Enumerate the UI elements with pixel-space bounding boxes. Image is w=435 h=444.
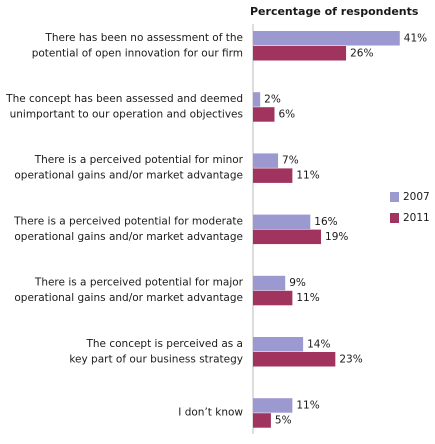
bar bbox=[253, 398, 293, 413]
value-label: 11% bbox=[296, 399, 319, 411]
value-label: 6% bbox=[278, 108, 295, 120]
category-label: There is a perceived potential for minor bbox=[34, 154, 244, 166]
category-label: potential of open innovation for our fir… bbox=[32, 47, 243, 59]
legend-swatch bbox=[390, 213, 399, 223]
value-label: 11% bbox=[296, 292, 319, 304]
legend-swatch bbox=[390, 192, 399, 202]
bar bbox=[253, 214, 311, 230]
category-label: key part of our business strategy bbox=[69, 353, 243, 365]
category-label: operational gains and/or market advantag… bbox=[14, 292, 243, 304]
value-label: 41% bbox=[404, 32, 427, 44]
category-label: unimportant to our operation and objecti… bbox=[10, 108, 243, 120]
value-label: 23% bbox=[339, 353, 362, 365]
value-label: 11% bbox=[296, 170, 319, 182]
bar bbox=[253, 92, 261, 107]
bar bbox=[253, 46, 347, 61]
value-label: 7% bbox=[282, 155, 299, 167]
bar bbox=[253, 337, 304, 352]
value-label: 26% bbox=[350, 47, 373, 59]
bar bbox=[253, 290, 293, 306]
bar bbox=[253, 275, 286, 291]
bar bbox=[253, 413, 271, 428]
value-label: 2% bbox=[264, 93, 281, 105]
value-label: 5% bbox=[275, 414, 292, 426]
category-label: operational gains and/or market advantag… bbox=[14, 170, 243, 182]
chart-title: Percentage of respondents bbox=[250, 5, 419, 18]
category-label: There is a perceived potential for moder… bbox=[13, 215, 243, 227]
category-label: I don’t know bbox=[178, 407, 243, 419]
bar bbox=[253, 352, 336, 367]
bar bbox=[253, 229, 322, 245]
legend-label: 2011 bbox=[403, 212, 430, 224]
legend-label: 2007 bbox=[403, 191, 430, 203]
value-label: 16% bbox=[314, 216, 337, 228]
value-label: 14% bbox=[307, 338, 330, 350]
bar bbox=[253, 168, 293, 183]
value-label: 19% bbox=[325, 231, 348, 243]
bar bbox=[253, 31, 400, 46]
value-label: 9% bbox=[289, 277, 306, 289]
category-label: There is a perceived potential for major bbox=[34, 277, 244, 289]
category-label: The concept has been assessed and deemed bbox=[5, 93, 243, 105]
category-label: operational gains and/or market advantag… bbox=[14, 231, 243, 243]
bar bbox=[253, 153, 279, 168]
category-label: There has been no assessment of the bbox=[44, 32, 243, 44]
bar bbox=[253, 107, 275, 122]
category-label: The concept is perceived as a bbox=[85, 338, 243, 350]
